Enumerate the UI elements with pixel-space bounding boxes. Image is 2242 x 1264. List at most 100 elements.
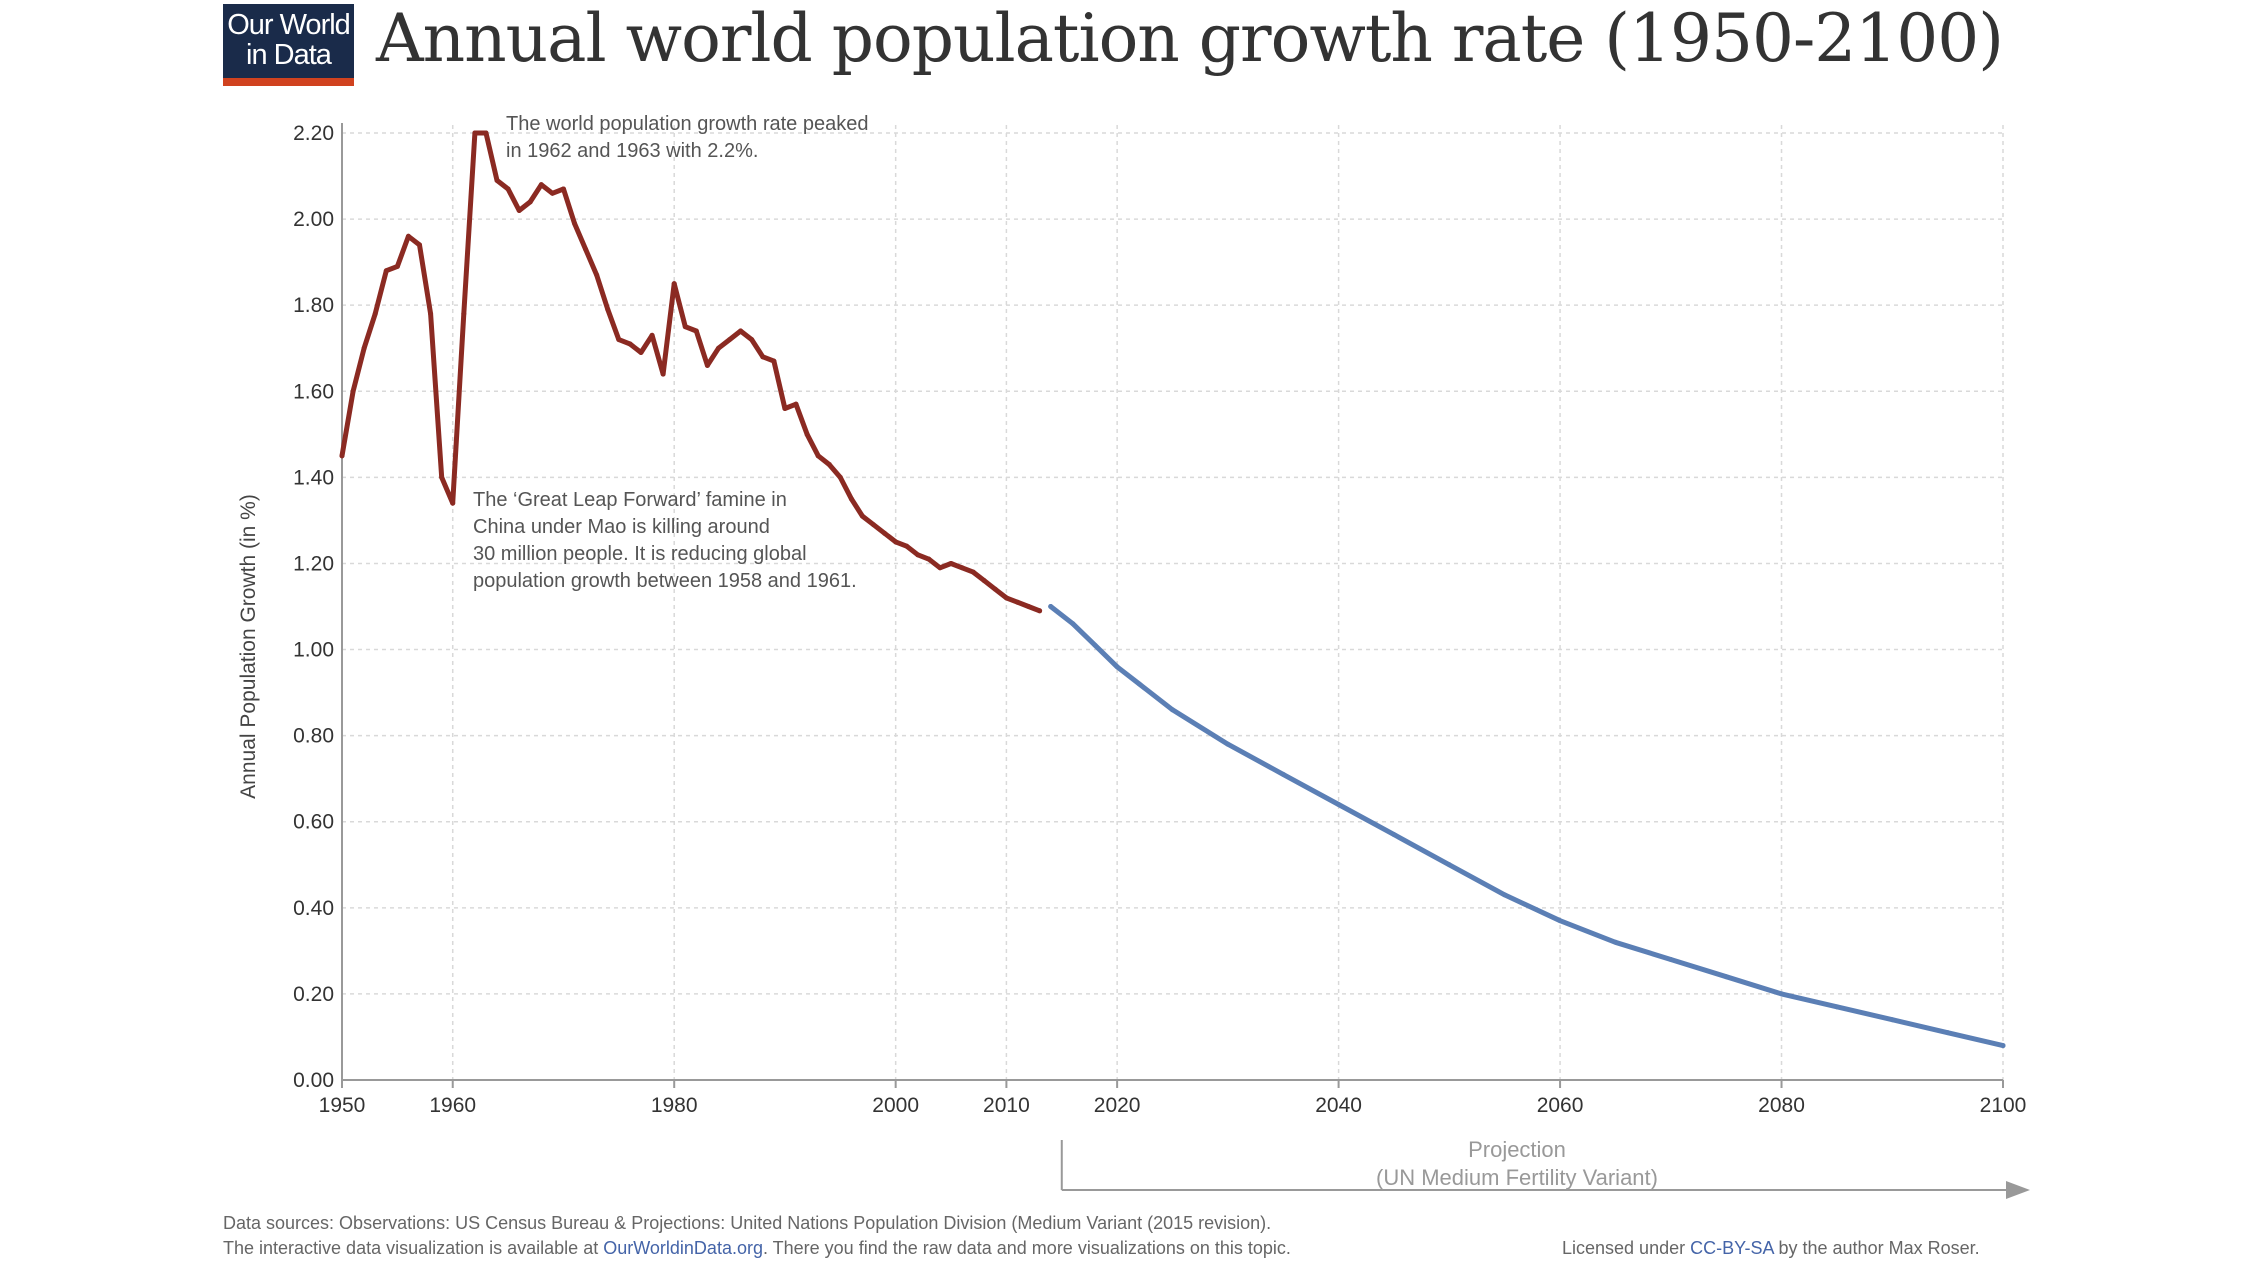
observed-series-point	[859, 513, 865, 519]
projection-series-line	[1048, 604, 2006, 1049]
observed-series-point	[1026, 604, 1032, 609]
owid-logo[interactable]: Our World in Data	[223, 4, 354, 86]
observed-series-point	[926, 556, 932, 562]
projection-series-point	[1889, 1017, 1895, 1023]
observed-series-point	[560, 186, 566, 192]
y-tick-label: 1.80	[293, 294, 334, 317]
y-tick-label: 0.60	[293, 811, 334, 834]
y-tick-label: 0.40	[293, 897, 334, 920]
observed-series-point	[494, 177, 500, 183]
famine-annotation: China under Mao is killing around	[473, 516, 770, 538]
projection-series-point	[1612, 939, 1618, 945]
interactive-suffix: . There you find the raw data and more v…	[762, 1238, 1291, 1258]
observed-series-point	[483, 130, 489, 136]
projection-series-point	[1391, 832, 1397, 838]
projection-series-point	[1048, 604, 1054, 609]
observed-series-point	[948, 560, 954, 566]
logo-line-2: in Data	[246, 39, 332, 71]
projection-series-point	[1779, 991, 1785, 997]
observed-series-point	[682, 324, 688, 330]
x-tick-label: 1960	[429, 1094, 476, 1117]
peak-annotation: The world population growth rate peaked	[506, 113, 868, 135]
observed-series-point	[992, 586, 998, 592]
projection-series-point	[1557, 918, 1563, 924]
observed-series-point	[771, 358, 777, 364]
projection-series-point	[1502, 892, 1508, 898]
observed-series-point	[793, 401, 799, 407]
observed-series-point	[671, 281, 677, 287]
y-tick-label: 0.20	[293, 983, 334, 1006]
observed-series-point	[1037, 608, 1043, 614]
owid-link[interactable]: OurWorldinData.org	[603, 1238, 763, 1258]
observed-series-point	[428, 311, 434, 317]
observed-series-point	[549, 190, 555, 196]
observed-series-point	[727, 337, 733, 343]
observed-series-point	[361, 345, 367, 351]
observed-series-point	[749, 337, 755, 343]
observed-series-point	[715, 345, 721, 351]
logo-line-1: Our World	[227, 9, 351, 41]
observed-series-point	[970, 569, 976, 575]
x-tick-label: 2100	[1980, 1094, 2027, 1117]
observed-series-line	[339, 130, 1043, 614]
y-tick-label: 1.40	[293, 466, 334, 489]
observed-series-point	[372, 311, 378, 317]
observed-series-point	[405, 233, 411, 239]
observed-series-point	[1003, 595, 1009, 601]
projection-label: Projection	[1468, 1137, 1566, 1162]
projection-series-point	[1070, 621, 1076, 627]
observed-series-point	[826, 461, 832, 467]
observed-series-point	[1014, 599, 1020, 605]
license-link[interactable]: CC-BY-SA	[1690, 1238, 1774, 1258]
observed-series-point	[350, 388, 356, 394]
y-tick-label: 1.20	[293, 552, 334, 575]
observed-series-point	[782, 405, 788, 411]
projection-series-point	[1723, 974, 1729, 980]
projection-series-point	[1446, 862, 1452, 868]
y-tick-label: 0.80	[293, 725, 334, 748]
y-tick-label: 0.00	[293, 1069, 334, 1092]
peak-annotation: in 1962 and 1963 with 2.2%.	[506, 140, 758, 162]
observed-series-point	[627, 341, 633, 347]
projection-series-point	[1170, 707, 1175, 713]
interactive-prefix: The interactive data visualization is av…	[223, 1238, 599, 1258]
license-suffix: by the author Max Roser.	[1778, 1238, 1980, 1258]
projection-series-point	[1668, 956, 1674, 962]
observed-series-point	[760, 354, 766, 360]
observed-series-point	[527, 199, 533, 205]
observed-series-point	[461, 311, 467, 317]
projection-arrow-head	[2006, 1181, 2030, 1199]
observed-series-point	[594, 272, 600, 278]
y-tick-label: 1.60	[293, 380, 334, 403]
observed-series-point	[981, 578, 987, 584]
projection-series-point	[1114, 664, 1120, 670]
observed-series-point	[660, 371, 666, 377]
observed-series-point	[505, 186, 511, 192]
observed-series-point	[538, 182, 544, 188]
y-tick-label: 2.00	[293, 208, 334, 231]
y-axis-label: Annual Population Growth (in %)	[237, 494, 260, 799]
observed-series-point	[871, 522, 877, 528]
x-tick-label: 2080	[1758, 1094, 1805, 1117]
projection-series-point	[1225, 741, 1231, 747]
chart-title: Annual world population growth rate (195…	[376, 0, 2004, 77]
observed-series-point	[439, 474, 445, 480]
observed-series-point	[649, 332, 655, 338]
x-tick-label: 1980	[651, 1094, 698, 1117]
observed-series-point	[572, 220, 578, 226]
observed-series-point	[638, 350, 644, 356]
observed-series-point	[882, 530, 888, 536]
projection-series-point	[2000, 1043, 2006, 1049]
observed-series-point	[583, 246, 589, 252]
projection-series-point	[1834, 1004, 1840, 1010]
x-tick-label: 2020	[1094, 1094, 1141, 1117]
observed-series-point	[904, 543, 910, 549]
famine-annotation: population growth between 1958 and 1961.	[473, 570, 857, 592]
observed-series-point	[417, 242, 423, 248]
observed-series-point	[837, 474, 843, 480]
projection-sublabel: (UN Medium Fertility Variant)	[1376, 1165, 1658, 1190]
license-note: Licensed under CC-BY-SA by the author Ma…	[1562, 1238, 1980, 1259]
observed-series-point	[450, 500, 456, 506]
observed-series-point	[704, 362, 710, 368]
